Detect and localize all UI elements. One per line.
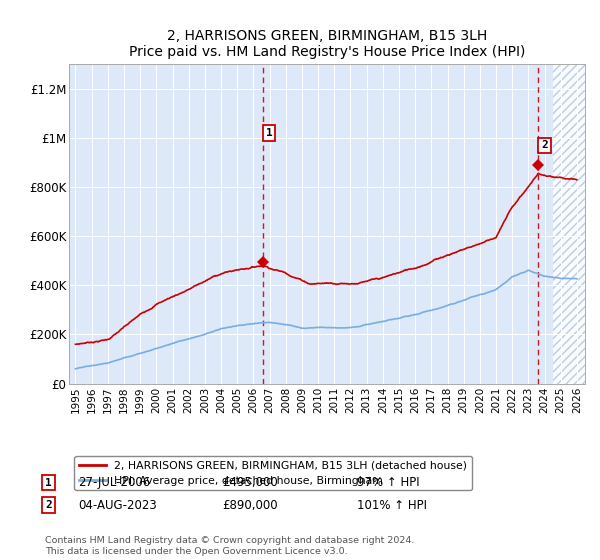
Text: 97% ↑ HPI: 97% ↑ HPI: [357, 476, 419, 489]
Text: 1: 1: [45, 478, 52, 488]
Text: 2: 2: [45, 500, 52, 510]
Bar: [553, 64, 585, 384]
Text: £495,000: £495,000: [222, 476, 278, 489]
Title: 2, HARRISONS GREEN, BIRMINGHAM, B15 3LH
Price paid vs. HM Land Registry's House : 2, HARRISONS GREEN, BIRMINGHAM, B15 3LH …: [129, 29, 525, 59]
Text: 27-JUL-2006: 27-JUL-2006: [78, 476, 150, 489]
Text: 04-AUG-2023: 04-AUG-2023: [78, 498, 157, 512]
Text: 2: 2: [541, 141, 548, 151]
Text: 1: 1: [266, 128, 272, 138]
Text: £890,000: £890,000: [222, 498, 278, 512]
Legend: 2, HARRISONS GREEN, BIRMINGHAM, B15 3LH (detached house), HPI: Average price, de: 2, HARRISONS GREEN, BIRMINGHAM, B15 3LH …: [74, 456, 472, 490]
Text: Contains HM Land Registry data © Crown copyright and database right 2024.
This d: Contains HM Land Registry data © Crown c…: [45, 536, 415, 556]
Text: 101% ↑ HPI: 101% ↑ HPI: [357, 498, 427, 512]
